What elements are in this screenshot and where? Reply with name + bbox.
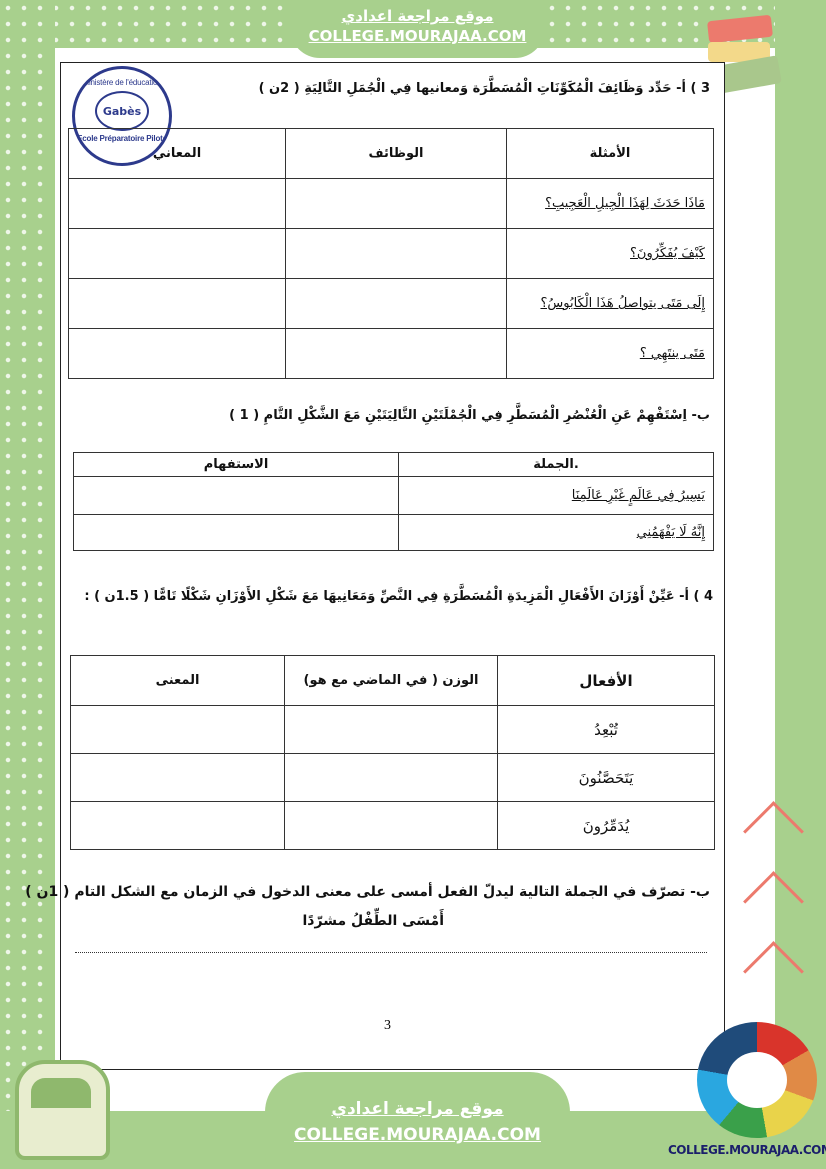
example-cell: مَتَى ينتَهِي ؟ (506, 328, 714, 379)
answer-cell[interactable] (284, 753, 498, 802)
header-meaning: المعنى (70, 655, 285, 706)
answer-cell[interactable] (68, 328, 286, 379)
q3a-title: 3 ) أ- حَدِّد وَظَائِفَ الْمُكَوِّنَاتِ … (258, 81, 710, 96)
header-meanings: المعاني (68, 128, 286, 179)
answer-cell[interactable] (73, 476, 399, 515)
books-icon (698, 14, 790, 97)
stamp-center-text: Gabès (95, 91, 149, 131)
verb-cell: تُبْعِدُ (497, 705, 715, 754)
answer-cell[interactable] (285, 328, 507, 379)
site-logo-ring-icon (697, 1022, 817, 1138)
footer-logo-text[interactable]: COLLEGE.MOURAJAA.COM (668, 1143, 826, 1157)
page-number: 3 (384, 1018, 391, 1033)
q3b-table: .الجملة الاستفهام يَسِيرُ فِي عَالَمٍ غَي… (73, 452, 714, 551)
verb-cell: يُدَمِّرُونَ (497, 801, 715, 850)
answer-line[interactable] (75, 952, 707, 953)
chevron-decoration-icon (738, 800, 808, 1040)
example-cell: مَاذَا حَدَثَ لِهَذَا الْجِيلِ الْعَجِيب… (506, 178, 714, 229)
backpack-icon (15, 1060, 110, 1160)
table-row: كَيْفَ يُفَكِّرُونَ؟ (68, 228, 714, 279)
example-cell: إِلَى مَتَى يتواصلُ هَذَا الْكَابُوسُ؟ (506, 278, 714, 329)
frame-dots (0, 0, 52, 1169)
table-row: يُدَمِّرُونَ (70, 801, 715, 850)
footer-url[interactable]: COLLEGE.MOURAJAA.COM (294, 1125, 541, 1145)
answer-cell[interactable] (284, 801, 498, 850)
answer-cell[interactable] (285, 278, 507, 329)
table-row: إِلَى مَتَى يتواصلُ هَذَا الْكَابُوسُ؟ (68, 278, 714, 329)
frame-right (775, 0, 826, 1169)
q3b-title: ب- اِسْتَفْهِمْ عَنِ الْعُنْصُرِ الْمُسَ… (229, 408, 710, 423)
table-row: مَتَى ينتَهِي ؟ (68, 328, 714, 379)
header-banner[interactable]: موقع مراجعة اعدادي COLLEGE.MOURAJAA.COM (290, 0, 545, 58)
answer-cell[interactable] (70, 705, 285, 754)
table-row: تُبْعِدُ (70, 705, 715, 754)
sentence-cell: إِنَّهُ لَا يَفْهَمُنِي (398, 514, 714, 551)
q4a-table: الأفعال الوزن ( في الماضي مع هو) المعنى تُ… (70, 655, 715, 850)
footer-arabic: موقع مراجعة اعدادي (331, 1099, 504, 1119)
q3a-table: الأمثلة الوظائف المعاني مَاذَا حَدَثَ لِهَ… (68, 128, 714, 379)
answer-cell[interactable] (73, 514, 399, 551)
q4b-sentence: أَمْسَى الطِّفْلُ مشرّدًا (302, 913, 445, 929)
header-pattern: الوزن ( في الماضي مع هو) (284, 655, 498, 706)
answer-cell[interactable] (70, 753, 285, 802)
table-row: يَتَحَصَّنُونَ (70, 753, 715, 802)
example-cell: كَيْفَ يُفَكِّرُونَ؟ (506, 228, 714, 279)
answer-cell[interactable] (68, 228, 286, 279)
header-functions: الوظائف (285, 128, 507, 179)
banner-url[interactable]: COLLEGE.MOURAJAA.COM (308, 27, 527, 45)
header-question: الاستفهام (73, 452, 399, 477)
table-row: يَسِيرُ فِي عَالَمٍ غَيْرِ عَالَمِنَا (73, 476, 714, 515)
table-row: مَاذَا حَدَثَ لِهَذَا الْجِيلِ الْعَجِيب… (68, 178, 714, 229)
q4b-title: ب- تصرّف في الجملة التالية ليدلّ الفعل أ… (25, 884, 710, 900)
sentence-cell: يَسِيرُ فِي عَالَمٍ غَيْرِ عَالَمِنَا (398, 476, 714, 515)
answer-cell[interactable] (68, 178, 286, 229)
verb-cell: يَتَحَصَّنُونَ (497, 753, 715, 802)
header-examples: الأمثلة (506, 128, 714, 179)
answer-cell[interactable] (68, 278, 286, 329)
answer-cell[interactable] (285, 228, 507, 279)
stamp-top-text: Ministère de l'éducation (82, 78, 162, 87)
answer-cell[interactable] (285, 178, 507, 229)
footer-banner[interactable]: موقع مراجعة اعدادي COLLEGE.MOURAJAA.COM (265, 1072, 570, 1169)
table-row: إِنَّهُ لَا يَفْهَمُنِي (73, 514, 714, 551)
q4a-title: 4 ) أ- عَيِّنْ أَوْزَانَ الأَفْعَالِ الْ… (84, 589, 713, 604)
answer-cell[interactable] (284, 705, 498, 754)
header-sentence: .الجملة (398, 452, 714, 477)
header-verbs: الأفعال (497, 655, 715, 706)
answer-cell[interactable] (70, 801, 285, 850)
banner-arabic: موقع مراجعة اعدادي (341, 7, 494, 25)
